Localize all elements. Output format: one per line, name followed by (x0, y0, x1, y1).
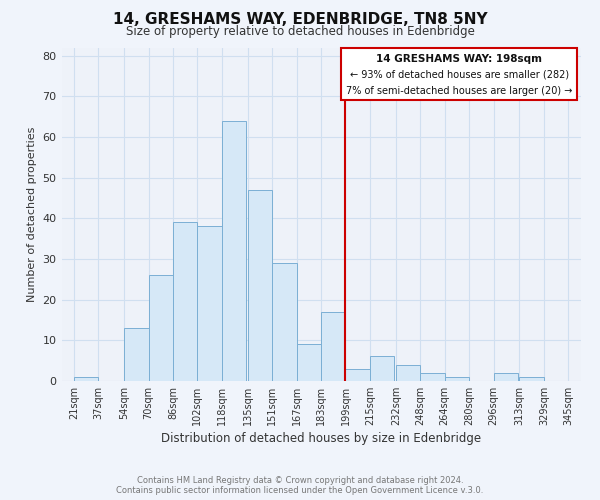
Bar (74, 377, 98, 381)
Text: 7% of semi-detached houses are larger (20) →: 7% of semi-detached houses are larger (2… (346, 86, 572, 96)
Bar (124, 328, 149, 381)
Text: 14 GRESHAMS WAY: 198sqm: 14 GRESHAMS WAY: 198sqm (376, 54, 542, 64)
Bar (296, 344, 321, 381)
Bar (272, 263, 296, 381)
Bar (222, 120, 246, 381)
Bar (445, 377, 469, 381)
Bar (520, 377, 544, 381)
Bar (396, 364, 420, 381)
Text: 14, GRESHAMS WAY, EDENBRIDGE, TN8 5NY: 14, GRESHAMS WAY, EDENBRIDGE, TN8 5NY (113, 12, 487, 28)
X-axis label: Distribution of detached houses by size in Edenbridge: Distribution of detached houses by size … (161, 432, 481, 445)
FancyBboxPatch shape (341, 48, 577, 100)
Bar (370, 356, 394, 381)
Bar (420, 372, 445, 381)
Bar (346, 368, 370, 381)
Bar (173, 222, 197, 381)
Bar (321, 312, 346, 381)
Text: Contains HM Land Registry data © Crown copyright and database right 2024.: Contains HM Land Registry data © Crown c… (137, 476, 463, 485)
Bar (248, 190, 272, 381)
Text: ← 93% of detached houses are smaller (282): ← 93% of detached houses are smaller (28… (350, 70, 569, 80)
Text: Size of property relative to detached houses in Edenbridge: Size of property relative to detached ho… (125, 25, 475, 38)
Bar (149, 275, 173, 381)
Bar (197, 226, 222, 381)
Y-axis label: Number of detached properties: Number of detached properties (27, 126, 37, 302)
Text: Contains public sector information licensed under the Open Government Licence v.: Contains public sector information licen… (116, 486, 484, 495)
Bar (494, 372, 518, 381)
